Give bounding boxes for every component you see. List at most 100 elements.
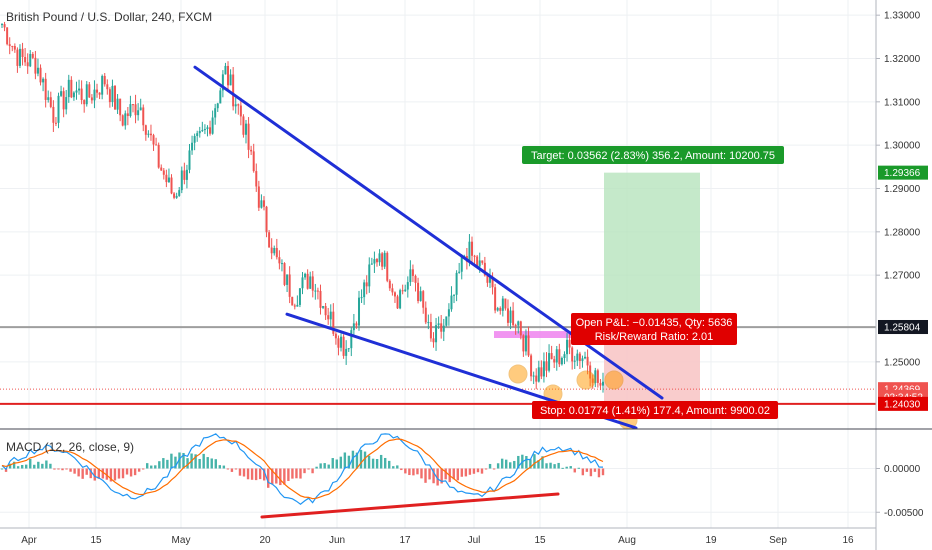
candle-body [450,295,453,310]
price-axis: 1.33000 1.32000 1.31000 1.30000 1.29000 1.280… [876,11,921,368]
candle-body [594,370,597,383]
candle-body [429,322,432,339]
macd-histogram-bar [557,462,560,469]
candle-body [29,53,32,67]
macd-histogram-bar [533,454,536,469]
candle-body [573,360,576,362]
candle-body [337,338,340,348]
macd-histogram-bar [81,468,84,479]
macd-histogram-bar [61,468,64,471]
macd-histogram-bar [416,468,419,475]
candle-body [142,107,145,126]
candle-body [483,262,486,276]
candle-body [283,263,286,285]
macd-histogram-bar [182,452,185,469]
macd-tick-label: -0.00500 [884,508,924,519]
candle-body [155,144,158,146]
candle-body [411,269,414,276]
candle-body [221,74,224,91]
candle-body [319,290,322,308]
candle-body [75,90,78,93]
macd-histogram-bar [133,468,137,476]
candle-body [270,247,273,254]
candle-body [432,338,435,343]
candle-body [535,375,538,382]
macd-histogram-bar [388,460,391,469]
candle-body [234,104,237,107]
macd-histogram-bar [375,459,379,469]
candle-body [453,294,456,296]
candle-body [6,27,9,45]
price-badge: 1.24030 [878,396,928,411]
macd-histogram-bar [472,468,476,474]
candle-body [365,282,368,287]
candle-body [329,311,332,320]
macd-histogram-bar [537,460,540,469]
candle-body [244,123,247,135]
candle-body [427,322,430,324]
macd-histogram-bar [553,464,556,469]
macd-histogram-bar [25,464,28,469]
y-tick-label: 1.33000 [884,11,921,22]
candle-body [54,122,57,124]
candle-body [47,97,50,100]
candle-body [278,257,281,264]
macd-histogram-bar [57,468,60,470]
macd-histogram-bar [383,457,387,469]
candle-body [527,335,530,356]
candle-body [137,110,140,116]
candle-body [532,375,535,377]
macd-histogram-bar [424,468,427,483]
candle-body [422,291,425,308]
x-tick-label: 16 [842,535,854,546]
macd-histogram-bar [343,452,347,469]
candle-body [409,269,412,283]
macd-histogram-bar [267,468,270,488]
macd-histogram-bar [412,468,415,476]
candle-body [555,349,558,363]
candle-body [524,335,527,352]
macd-label: MACD (12, 26, close, 9) [6,440,134,454]
macd-histogram-bar [109,468,113,482]
macd-histogram-bar [69,468,72,472]
macd-histogram-bar [85,468,88,475]
candle-body [121,115,124,126]
candle-body [332,311,335,334]
y-tick-label: 1.30000 [884,141,921,152]
candle-body [404,289,407,292]
macd-axis: 0.00000 -0.00500 [876,464,924,519]
candle-body [473,255,476,257]
candle-body [519,321,522,336]
macd-histogram-bar [170,453,173,469]
macd-histogram-bar [271,468,274,485]
candle-body [1,24,3,26]
candle-body [586,356,589,366]
candle-body [435,325,438,343]
candle-body [352,323,355,331]
price-badge-text: 1.29366 [884,168,921,179]
candle-body [262,200,265,207]
macd-histogram-bar [456,468,459,481]
candle-body [62,91,65,110]
macd-histogram-bar [137,468,141,472]
candle-body [175,195,178,198]
candle-body [119,98,122,116]
chart-title: British Pound / U.S. Dollar, 240, FXCM [6,10,212,24]
candle-body [383,252,386,267]
candle-body [345,348,348,356]
macd-histogram-bar [492,468,496,470]
price-badges: 1.293661.258001.258041.2436902:34:521.24… [878,165,928,411]
macd-histogram-bar [351,450,355,469]
macd-tick-label: 0.00000 [884,464,921,475]
candle-body [324,306,327,316]
candle-body [460,256,463,272]
candle-body [201,130,204,132]
macd-histogram-bar [12,461,16,469]
candle-body [78,88,81,91]
candle-body [406,282,409,290]
candle-body [242,116,245,135]
candle-body [340,336,343,348]
price-badge-bg [878,319,928,334]
candle-body [209,127,212,134]
